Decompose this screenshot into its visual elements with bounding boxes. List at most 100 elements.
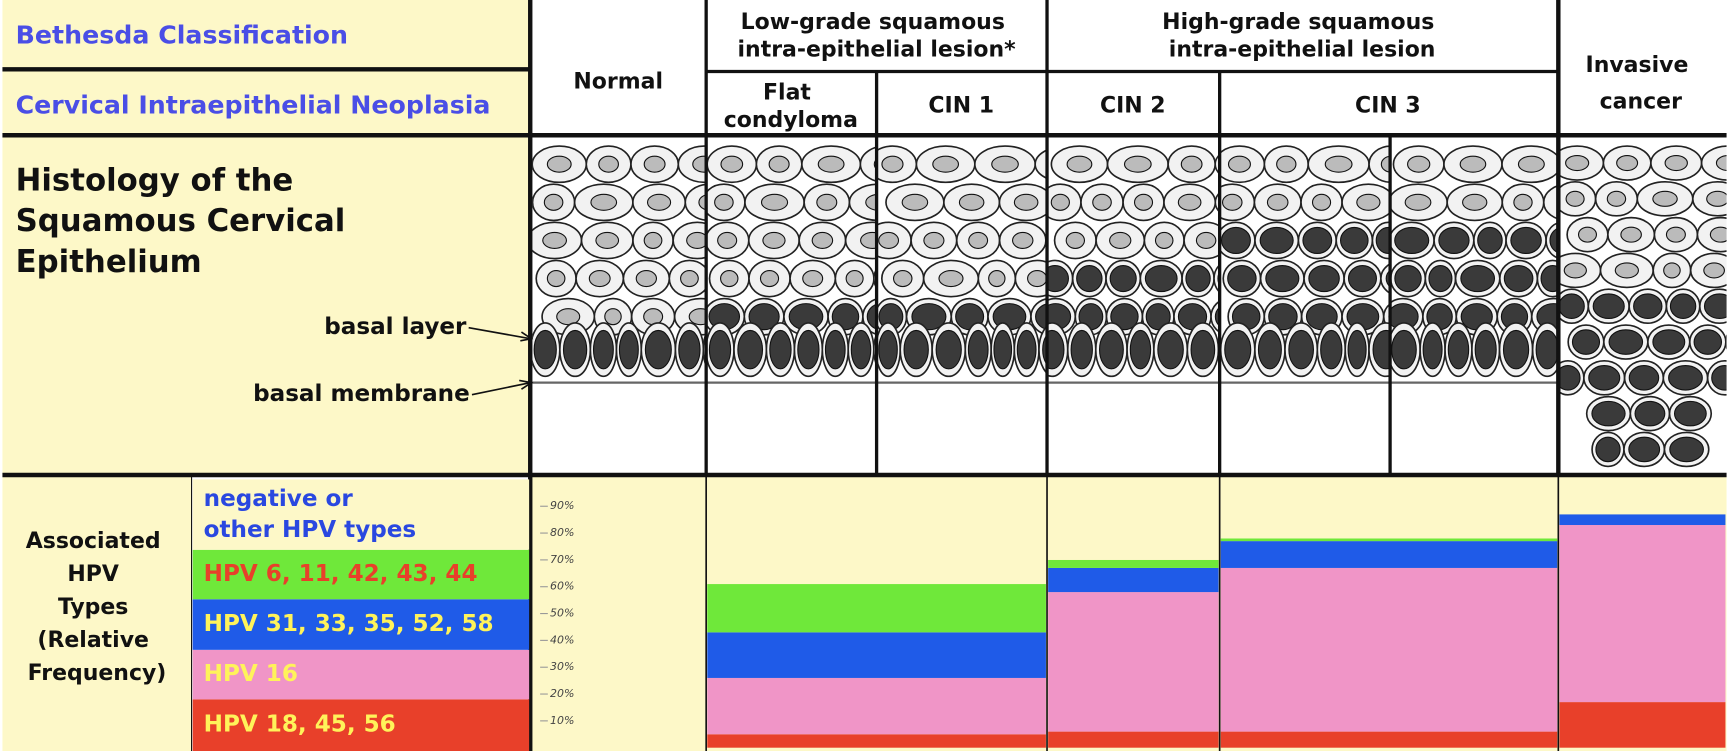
arrow — [468, 326, 531, 340]
histology-drawing — [532, 145, 1727, 468]
nucleus — [1673, 400, 1707, 427]
nucleus — [1588, 365, 1621, 391]
bar-segment — [707, 584, 1046, 633]
y-tick-label: 60% — [550, 580, 574, 593]
nucleus — [717, 231, 738, 249]
nucleus — [1477, 226, 1503, 255]
nucleus — [1540, 264, 1559, 293]
legend-swatch — [192, 549, 530, 600]
y-tick-label: 10% — [550, 714, 574, 727]
nucleus — [688, 308, 707, 326]
nucleus — [811, 231, 834, 249]
nucleus — [604, 308, 622, 326]
nucleus — [1016, 329, 1037, 370]
nucleus — [1558, 293, 1585, 320]
nucleus — [1347, 329, 1367, 370]
nucleus — [1227, 155, 1251, 173]
nucleus — [1266, 193, 1289, 211]
nucleus — [592, 329, 614, 370]
nucleus — [1669, 436, 1704, 463]
arrow-head — [520, 331, 534, 342]
bar-segment — [1559, 514, 1726, 526]
nucleus — [737, 329, 764, 370]
nucleus — [991, 155, 1019, 173]
cin-label: Cervical Intraepithelial Neoplasia — [16, 91, 491, 120]
bar-segment — [1048, 559, 1219, 568]
legend-swatch — [192, 599, 530, 650]
legend-label: HPV 31, 33, 35, 52, 58 — [204, 611, 494, 637]
column-header: CIN 2 — [1100, 94, 1166, 119]
nucleus — [720, 270, 739, 288]
bar-segment — [1220, 567, 1558, 732]
nucleus — [1066, 155, 1093, 173]
cell-group — [706, 145, 877, 378]
nucleus — [1190, 329, 1216, 370]
nucleus — [1227, 264, 1257, 293]
nucleus — [1634, 400, 1666, 427]
y-tick-label: 30% — [550, 660, 574, 673]
nucleus — [1372, 329, 1391, 370]
nucleus — [1027, 270, 1048, 288]
nucleus — [892, 270, 913, 288]
nucleus — [878, 329, 898, 370]
nucleus — [1047, 264, 1069, 293]
column-header: Invasive cancer — [1586, 53, 1697, 114]
bar-segment — [1220, 731, 1558, 748]
nucleus — [1502, 329, 1530, 370]
bar-segment — [707, 734, 1046, 748]
nucleus — [543, 193, 564, 211]
bar-segment — [1048, 592, 1219, 732]
nucleus — [692, 155, 707, 173]
nucleus — [878, 231, 900, 249]
arrows — [468, 326, 534, 396]
legend-label: HPV 6, 11, 42, 43, 44 — [204, 561, 478, 587]
nucleus — [797, 329, 820, 370]
cell — [684, 183, 707, 222]
nucleus — [860, 231, 877, 249]
nucleus — [865, 193, 877, 211]
bar-segment — [1048, 731, 1219, 748]
column-header: CIN 1 — [928, 94, 994, 119]
nucleus — [1144, 264, 1178, 293]
annotation: basal membrane — [253, 381, 470, 407]
nucleus — [1665, 226, 1686, 243]
nucleus — [1308, 264, 1340, 293]
nucleus — [1715, 155, 1727, 172]
nucleus — [850, 329, 872, 370]
nucleus — [1012, 231, 1034, 249]
nucleus — [1608, 329, 1644, 355]
nucleus — [958, 193, 985, 211]
nucleus — [1592, 293, 1625, 320]
nucleus — [1565, 190, 1585, 207]
column-header: Flat condyloma — [724, 80, 858, 132]
y-axis: 10% 20% 30% 40% 50% 60% 70% 80% 90% — [540, 499, 574, 727]
nucleus — [1652, 190, 1678, 207]
cell — [1380, 262, 1391, 295]
nucleus — [556, 308, 581, 326]
nucleus — [1224, 329, 1252, 370]
nucleus — [1606, 190, 1627, 207]
y-tick-label: 80% — [550, 526, 574, 539]
y-tick-label: 50% — [550, 607, 574, 620]
nucleus — [993, 329, 1013, 370]
cell-group — [532, 145, 707, 378]
nucleus — [1558, 365, 1581, 391]
legend-swatch — [192, 479, 530, 550]
nucleus — [1065, 231, 1086, 249]
nucleus — [881, 155, 904, 173]
legend-label: HPV 16 — [204, 661, 298, 687]
nucleus — [748, 303, 780, 331]
cell — [1368, 145, 1391, 184]
nucleus — [1110, 303, 1139, 331]
bar-segment — [1220, 479, 1558, 539]
bar-segment — [1559, 702, 1726, 748]
nucleus — [1070, 329, 1093, 370]
nucleus — [1422, 329, 1443, 370]
nucleus — [680, 270, 699, 288]
nucleus — [1154, 231, 1174, 249]
nucleus — [1013, 193, 1039, 211]
nucleus — [590, 193, 618, 211]
nucleus — [1288, 329, 1314, 370]
nucleus — [1404, 193, 1432, 211]
